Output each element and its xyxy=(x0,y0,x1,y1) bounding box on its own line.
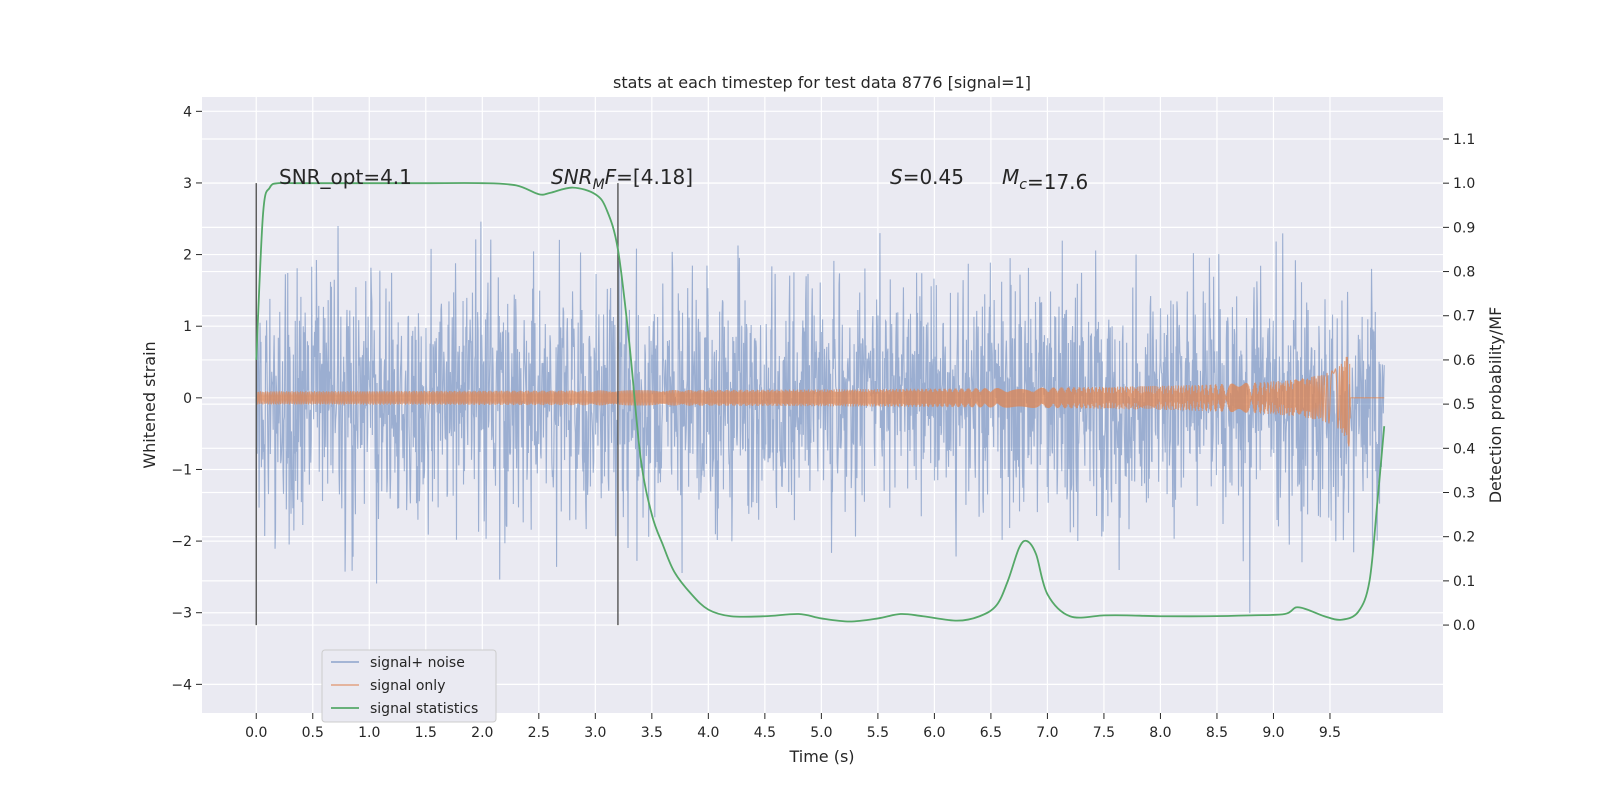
y-tick-label: −3 xyxy=(171,606,192,622)
y-tick-label: 1 xyxy=(183,319,192,335)
signal-only-series xyxy=(255,356,1385,447)
y2-tick-label: 0.4 xyxy=(1453,441,1475,457)
x-tick-label: 8.5 xyxy=(1206,725,1228,741)
annotation-s-value: S=0.45 xyxy=(890,165,964,189)
x-tick-label: 3.5 xyxy=(641,725,663,741)
x-tick-label: 9.5 xyxy=(1319,725,1341,741)
x-tick-label: 1.0 xyxy=(358,725,380,741)
legend-label-signal-statistics: signal statistics xyxy=(370,701,478,717)
x-axis-label: Time (s) xyxy=(788,747,854,766)
y2-tick-label: 1.1 xyxy=(1453,132,1475,148)
signal-only-line xyxy=(255,356,1385,447)
y-tick-label: −2 xyxy=(171,534,192,550)
signal-statistics-series xyxy=(255,181,1386,623)
y2-tick-label: 0.3 xyxy=(1453,485,1475,501)
y2-axis-label: Detection probability/MF xyxy=(1486,307,1505,504)
legend: signal+ noise signal only signal statist… xyxy=(321,649,497,723)
x-tick-label: 4.0 xyxy=(697,725,719,741)
x-tick-label: 7.5 xyxy=(1093,725,1115,741)
x-tick-label: 2.5 xyxy=(528,725,550,741)
x-tick-label: 3.0 xyxy=(584,725,606,741)
y2-tick-label: 0.1 xyxy=(1453,574,1475,590)
annotation-snr-opt: SNR_opt=4.1 xyxy=(279,165,412,189)
y2-tick-label: 0.8 xyxy=(1453,265,1475,281)
x-tick-label: 4.5 xyxy=(754,725,776,741)
x-tick-label: 5.5 xyxy=(867,725,889,741)
y-tick-label: −1 xyxy=(171,462,192,478)
y-tick-label: 3 xyxy=(183,176,192,192)
annotation-snr-mf: SNRMF=[4.18] xyxy=(551,165,693,193)
x-tick-label: 2.0 xyxy=(471,725,493,741)
y2-tick-label: 0.5 xyxy=(1453,397,1475,413)
y2-tick-label: 0.7 xyxy=(1453,309,1475,325)
vertical-markers xyxy=(255,183,619,626)
y2-tick-label: 0.6 xyxy=(1453,353,1475,369)
legend-box xyxy=(321,649,497,723)
x-tick-label: 8.0 xyxy=(1149,725,1171,741)
y-axis-ticks: −4 −3 −2 −1 0 1 2 3 4 xyxy=(171,104,202,693)
x-tick-label: 6.5 xyxy=(980,725,1002,741)
y-tick-label: −4 xyxy=(171,677,192,693)
y2-tick-label: 0.2 xyxy=(1453,530,1475,546)
annotation-mc-value: Mc=17.6 xyxy=(1002,165,1088,194)
y2-tick-label: 0.9 xyxy=(1453,220,1475,236)
x-tick-label: 0.5 xyxy=(302,725,324,741)
signal-statistics-line xyxy=(255,181,1386,623)
y-axis-label: Whitened strain xyxy=(140,341,159,468)
x-axis-ticks: 0.0 0.5 1.0 1.5 2.0 2.5 3.0 3.5 4.0 4.5 5.0 5.5 6.0 6… xyxy=(245,713,1341,741)
x-tick-label: 0.0 xyxy=(245,725,267,741)
chart-title: stats at each timestep for test data 877… xyxy=(613,73,1031,92)
y2-axis-ticks: 0.0 0.1 0.2 0.3 0.4 0.5 0.6 0.7 0.8 0.9 1.0 1.1 xyxy=(1443,132,1475,634)
y2-tick-label: 0.0 xyxy=(1453,618,1475,634)
y-tick-label: 4 xyxy=(183,104,192,120)
y2-tick-label: 1.0 xyxy=(1453,176,1475,192)
signal-noise-line xyxy=(255,221,1385,614)
y-tick-label: 2 xyxy=(183,248,192,264)
x-tick-label: 1.5 xyxy=(415,725,437,741)
x-tick-label: 5.0 xyxy=(810,725,832,741)
legend-label-signal-noise: signal+ noise xyxy=(370,655,465,671)
signal-noise-series xyxy=(255,221,1385,614)
legend-label-signal-only: signal only xyxy=(370,678,445,694)
y-tick-label: 0 xyxy=(183,391,192,407)
x-tick-label: 7.0 xyxy=(1036,725,1058,741)
x-tick-label: 9.0 xyxy=(1262,725,1284,741)
x-tick-label: 6.0 xyxy=(923,725,945,741)
